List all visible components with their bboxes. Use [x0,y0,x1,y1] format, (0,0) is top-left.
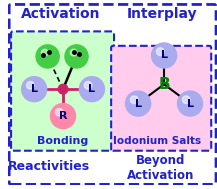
Circle shape [70,49,77,56]
Circle shape [84,81,92,89]
Circle shape [151,43,177,68]
Text: R: R [59,111,67,121]
Circle shape [178,91,202,116]
Text: L: L [88,84,95,94]
Circle shape [22,77,47,102]
Circle shape [55,108,63,116]
FancyBboxPatch shape [9,5,216,184]
Circle shape [26,81,34,89]
Text: L: L [31,84,38,94]
Circle shape [156,48,164,55]
Text: L: L [161,50,168,60]
Circle shape [130,96,138,104]
Text: Beyond
Activation: Beyond Activation [127,154,194,182]
FancyBboxPatch shape [11,31,114,151]
Circle shape [36,45,59,68]
Text: B: B [158,77,170,92]
Text: Interplay: Interplay [127,7,197,21]
Text: Reactivities: Reactivities [8,160,90,173]
Text: Iodonium Salts: Iodonium Salts [113,136,201,146]
Text: Activation: Activation [21,7,101,21]
Text: L: L [187,99,194,108]
Circle shape [58,84,68,94]
Circle shape [41,49,48,56]
Circle shape [65,45,88,68]
Circle shape [182,96,190,104]
Circle shape [51,104,76,129]
Text: L: L [135,99,141,108]
Circle shape [126,91,151,116]
FancyBboxPatch shape [111,46,211,151]
Circle shape [79,77,104,102]
Text: Bonding: Bonding [37,136,89,146]
